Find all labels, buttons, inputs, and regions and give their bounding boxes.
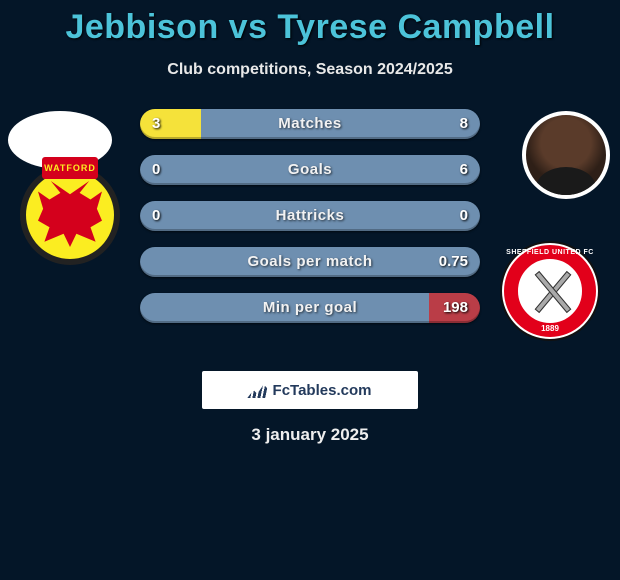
stat-row-matches: 3 Matches 8 [140, 109, 480, 139]
stat-row-min-per-goal: Min per goal 198 [140, 293, 480, 323]
stat-label: Matches [140, 109, 480, 139]
branding-box: FcTables.com [202, 371, 418, 409]
club-left-badge: WATFORD [20, 165, 120, 265]
stat-right-value: 6 [460, 155, 468, 185]
club-right-name: SHEFFIELD UNITED FC [502, 249, 598, 256]
stat-label: Goals [140, 155, 480, 185]
stat-right-value: 0 [460, 201, 468, 231]
club-right-year: 1889 [502, 324, 598, 333]
stat-right-value: 8 [460, 109, 468, 139]
stat-row-hattricks: 0 Hattricks 0 [140, 201, 480, 231]
stat-right-value: 0.75 [439, 247, 468, 277]
stat-row-goals-per-match: Goals per match 0.75 [140, 247, 480, 277]
stat-label: Min per goal [140, 293, 480, 323]
club-right-badge: SHEFFIELD UNITED FC 1889 [500, 241, 600, 341]
player-right-avatar [522, 111, 610, 199]
club-left-crest-icon [38, 181, 102, 247]
club-right-swords-icon [530, 269, 574, 313]
stat-label: Goals per match [140, 247, 480, 277]
page-subtitle: Club competitions, Season 2024/2025 [0, 61, 620, 79]
stat-row-goals: 0 Goals 6 [140, 155, 480, 185]
stat-right-value: 198 [443, 293, 468, 323]
footer-date: 3 january 2025 [0, 425, 620, 445]
comparison-stage: WATFORD SHEFFIELD UNITED FC 1889 3 Match… [0, 107, 620, 357]
brand-text: FcTables.com [273, 382, 372, 399]
page-title: Jebbison vs Tyrese Campbell [0, 0, 620, 47]
brand-chart-icon [247, 382, 268, 398]
stat-label: Hattricks [140, 201, 480, 231]
stat-bars: 3 Matches 8 0 Goals 6 0 Hattricks 0 Goal… [140, 109, 480, 339]
club-left-name: WATFORD [42, 157, 98, 179]
